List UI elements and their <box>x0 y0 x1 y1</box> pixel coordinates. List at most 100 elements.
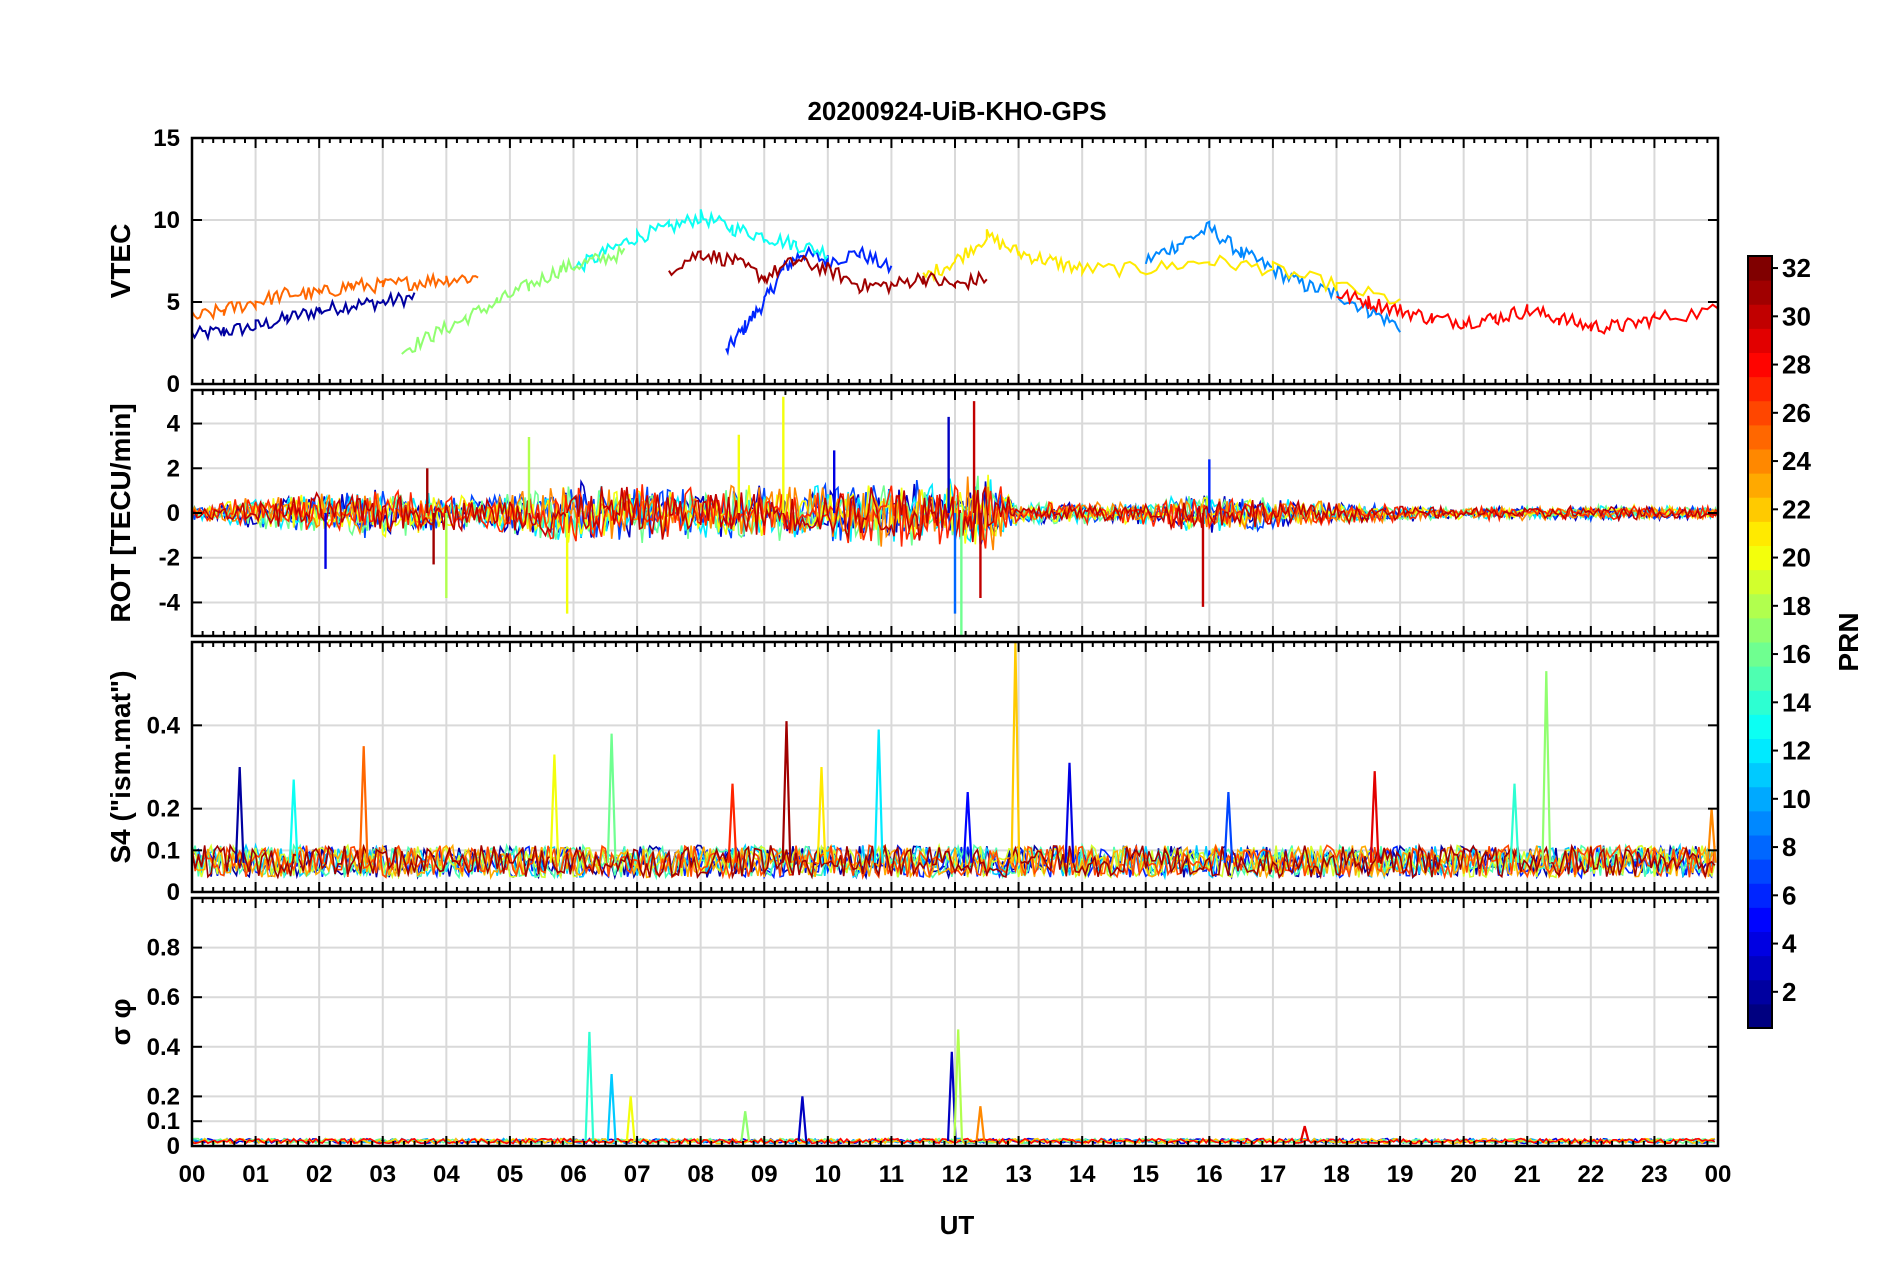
x-tick-label: 01 <box>242 1161 269 1188</box>
colorbar-segment <box>1748 690 1772 715</box>
series-line-prn-28 <box>1336 288 1718 335</box>
colorbar-segment <box>1748 835 1772 860</box>
colorbar-tick-label: 6 <box>1782 880 1796 910</box>
y-tick-label: 10 <box>153 207 180 234</box>
colorbar-segment <box>1748 400 1772 426</box>
x-tick-label: 02 <box>306 1161 333 1188</box>
series-line-prn-31 <box>668 250 988 296</box>
colorbar-tick-label: 16 <box>1782 639 1811 669</box>
colorbar-segment <box>1748 304 1772 329</box>
data-layer <box>192 642 1717 881</box>
spike-mark <box>606 733 617 863</box>
panel-vtec: 0 5 10 15 VTEC <box>105 125 1720 398</box>
y-axis-label: ROT [TECU/min] <box>105 403 136 622</box>
spike-mark <box>625 1096 636 1142</box>
series-line-prn-2 <box>192 290 416 342</box>
y-tick-label: 0 <box>167 500 180 527</box>
colorbar-segment <box>1748 738 1772 764</box>
colorbar-tick-label: 4 <box>1782 929 1797 959</box>
colorbar-tick-label: 26 <box>1782 398 1811 428</box>
colorbar-segment <box>1748 376 1772 402</box>
y-tick-label: 0 <box>167 879 180 906</box>
colorbar-tick-label: 28 <box>1782 350 1811 380</box>
panel-rot: -4 -2 0 2 4 ROT [TECU/min] <box>105 388 1720 638</box>
x-tick-label: 17 <box>1260 1161 1287 1188</box>
y-tick-label: 0.6 <box>147 984 180 1011</box>
colorbar-segment <box>1748 907 1772 932</box>
colorbar-tick-label: 20 <box>1782 543 1811 573</box>
x-tick-label: 11 <box>879 1161 904 1188</box>
colorbar-frame <box>1747 255 1773 1029</box>
x-tick-label: 23 <box>1641 1161 1668 1188</box>
y-tick-label: 0.4 <box>147 1034 181 1061</box>
x-tick-label: 14 <box>1069 1161 1096 1188</box>
spike-mark <box>584 1031 595 1142</box>
series-line-prn-6 <box>725 245 893 357</box>
x-tick-label: 18 <box>1323 1161 1350 1188</box>
spike-mark <box>953 1029 964 1142</box>
colorbar-tick-label: 22 <box>1782 494 1811 524</box>
spike-mark <box>549 754 560 863</box>
colorbar-segment <box>1748 280 1772 305</box>
y-axis-label: S4 ("ism.mat") <box>105 670 136 863</box>
spike-mark <box>234 766 245 863</box>
spike-mark <box>975 1106 986 1142</box>
colorbar-segment <box>1748 666 1772 691</box>
colorbar-segment <box>1748 256 1772 281</box>
colorbar-segment <box>1748 931 1772 957</box>
y-tick-label: 0.8 <box>147 935 180 962</box>
chart-title: 20200924-UiB-KHO-GPS <box>807 96 1106 126</box>
y-tick-label: 15 <box>153 125 180 152</box>
x-tick-label: 09 <box>751 1161 778 1188</box>
colorbar-segment <box>1748 545 1772 571</box>
spike-mark <box>962 791 973 863</box>
x-tick-label: 04 <box>433 1161 460 1188</box>
x-tick-label: 00 <box>1705 1161 1732 1188</box>
spike-mark <box>1010 642 1021 863</box>
colorbar-segment <box>1748 521 1772 546</box>
colorbar-segment <box>1748 449 1772 474</box>
series-line-prn-13 <box>573 209 829 274</box>
colorbar-tick-label: 12 <box>1782 736 1811 766</box>
y-tick-label: 0.4 <box>147 712 181 739</box>
colorbar-segment <box>1748 786 1772 812</box>
spike-mark <box>727 783 738 863</box>
colorbar-segment <box>1748 424 1772 450</box>
spike-mark <box>1299 1125 1310 1142</box>
y-tick-label: 0 <box>167 1133 180 1160</box>
spike-mark <box>781 721 792 863</box>
colorbar-segment <box>1748 859 1772 884</box>
colorbar-segment <box>1748 762 1772 788</box>
series-line-prn-23 <box>192 843 1716 881</box>
colorbar-tick-label: 14 <box>1782 687 1811 717</box>
x-tick-label: 12 <box>942 1161 969 1188</box>
spike-mark <box>1369 771 1380 863</box>
y-tick-label: 0.1 <box>147 837 180 864</box>
x-tick-label: 03 <box>369 1161 396 1188</box>
spike-mark <box>358 746 369 863</box>
colorbar-segment <box>1748 617 1772 643</box>
spike-mark <box>606 1074 617 1142</box>
panel-sigma_phi: 00.10.2 0.4 0.6 0.8 σ φ <box>105 896 1720 1160</box>
x-tick-label: 19 <box>1387 1161 1414 1188</box>
spike-mark <box>1064 762 1075 863</box>
data-layer <box>192 209 1718 357</box>
colorbar-tick-label: 18 <box>1782 591 1811 621</box>
panel-s4: 0 0.1 0.2 0.4 S4 ("ism.mat") <box>105 640 1720 906</box>
x-tick-label: 20 <box>1450 1161 1477 1188</box>
spike-mark <box>1541 671 1552 863</box>
spike-mark <box>1223 791 1234 863</box>
y-tick-label: -2 <box>159 545 180 572</box>
y-tick-label: 0.2 <box>147 1083 180 1110</box>
colorbar-segment <box>1748 955 1772 981</box>
spike-mark <box>873 729 884 863</box>
colorbar-segment <box>1748 497 1772 522</box>
x-tick-label: 10 <box>814 1161 841 1188</box>
colorbar-segment <box>1748 328 1772 353</box>
y-tick-label: -4 <box>159 589 181 616</box>
spike-mark <box>740 1111 751 1142</box>
x-tick-label: 06 <box>560 1161 587 1188</box>
colorbar-tick-label: 30 <box>1782 301 1811 331</box>
